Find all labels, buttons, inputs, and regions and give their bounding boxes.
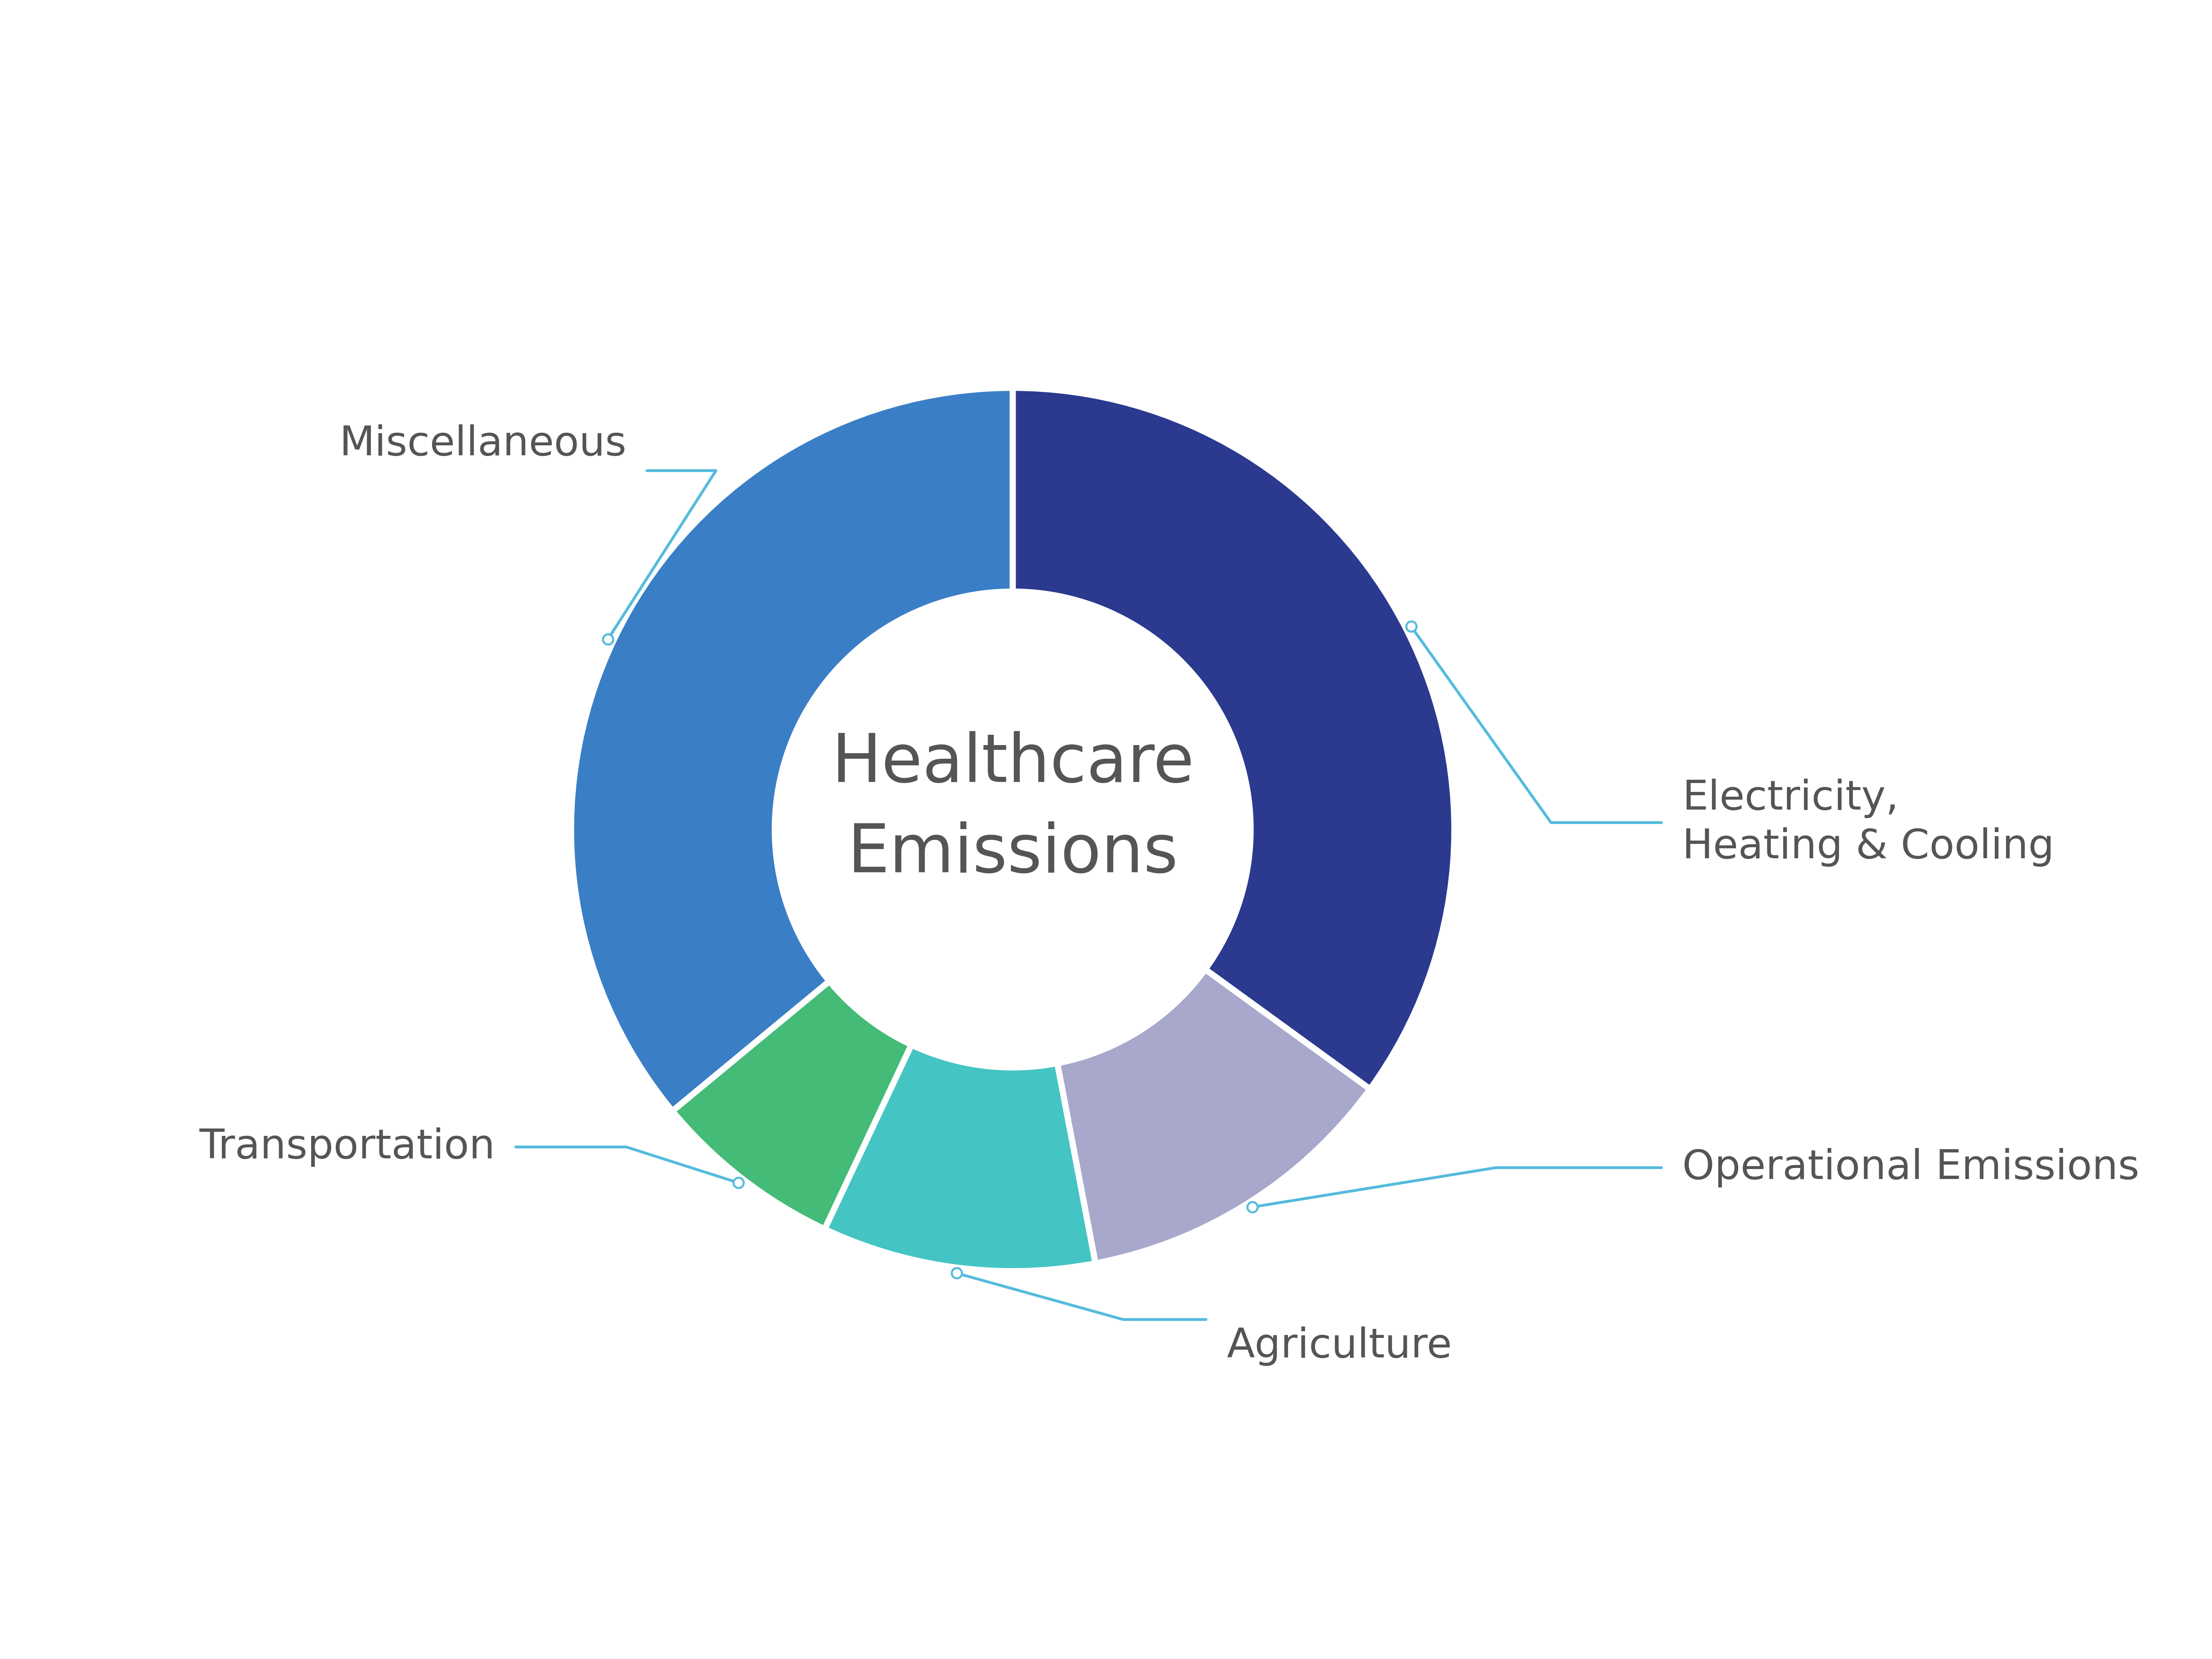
Text: Miscellaneous: Miscellaneous: [338, 425, 626, 465]
Wedge shape: [825, 830, 1095, 1271]
Text: Operational Emissions: Operational Emissions: [1681, 1148, 2139, 1188]
Wedge shape: [672, 830, 1013, 1229]
Text: Electricity,
Heating & Cooling: Electricity, Heating & Cooling: [1681, 778, 2055, 866]
Wedge shape: [1013, 388, 1453, 1088]
Circle shape: [772, 589, 1254, 1070]
Wedge shape: [1013, 830, 1369, 1264]
Text: Healthcare
Emissions: Healthcare Emissions: [832, 732, 1194, 886]
Text: Agriculture: Agriculture: [1228, 1327, 1451, 1365]
Text: Transportation: Transportation: [199, 1126, 495, 1166]
Wedge shape: [571, 388, 1013, 1112]
